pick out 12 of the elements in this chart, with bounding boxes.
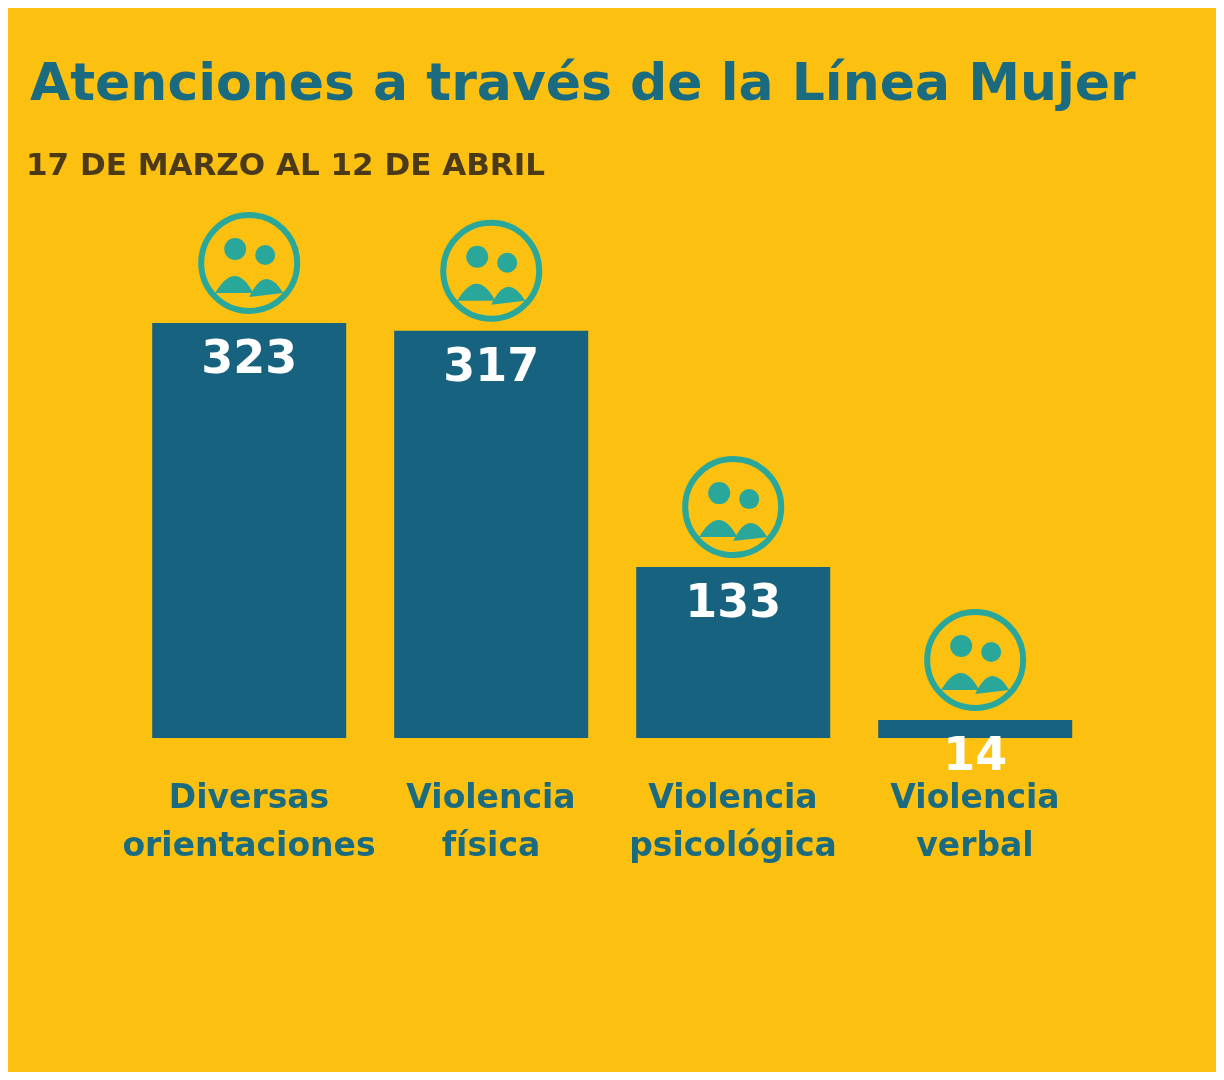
data-label: 323 [201, 330, 298, 384]
x-tick-label: Violencia física [406, 777, 576, 864]
bar [152, 323, 347, 738]
x-tick-label: Diversas orientaciones [122, 777, 376, 864]
bar [878, 720, 1073, 738]
bar [394, 330, 589, 738]
bar [636, 567, 831, 738]
x-tick-label: Violencia psicológica [629, 777, 837, 864]
data-label: 317 [443, 337, 540, 392]
data-label: 133 [685, 574, 782, 629]
chart-subtitle: 17 DE MARZO AL 12 DE ABRIL [26, 146, 545, 182]
chart-title: Atenciones a través de la Línea Mujer [30, 52, 1136, 112]
